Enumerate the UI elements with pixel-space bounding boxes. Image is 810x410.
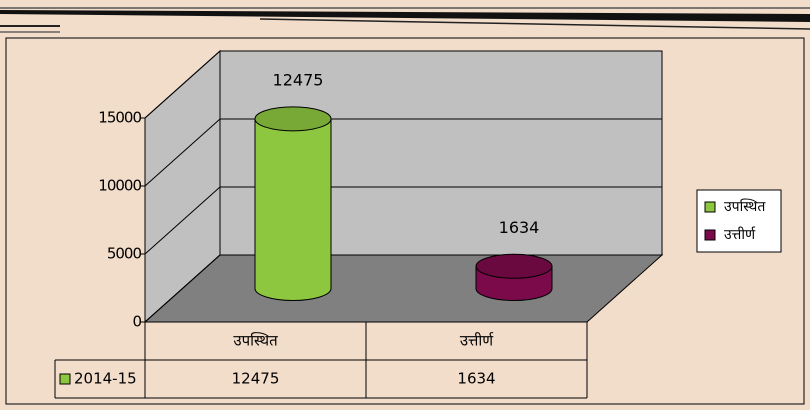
floor <box>143 254 664 323</box>
legend-label: उत्तीर्ण <box>724 226 756 243</box>
table-value: 1634 <box>457 370 495 388</box>
value-label: 1634 <box>499 218 540 237</box>
legend-key <box>704 201 716 213</box>
table-legend-key <box>59 373 71 385</box>
legend-box <box>696 189 782 253</box>
grid-line <box>144 50 221 119</box>
value-label: 12475 <box>273 70 324 89</box>
decoration <box>0 7 810 33</box>
grid-line <box>144 254 221 323</box>
legend-key <box>704 229 716 241</box>
y-tick-label: 10000 <box>98 177 141 195</box>
series-name: 2014-15 <box>74 370 137 388</box>
x-tick-label: उपस्थित <box>233 332 278 350</box>
bar-top <box>254 106 332 132</box>
chart-frame <box>5 37 805 405</box>
bar <box>254 118 332 301</box>
y-tick-label: 5000 <box>107 245 142 263</box>
y-tick-label: 0 <box>132 313 141 331</box>
grid-line <box>144 186 221 255</box>
bar-top <box>475 253 553 279</box>
legend-label: उपस्थित <box>724 198 766 215</box>
grid-line <box>144 118 221 187</box>
y-tick-label: 15000 <box>98 109 141 127</box>
table-value: 12475 <box>232 370 280 388</box>
x-tick-label: उत्तीर्ण <box>460 332 494 350</box>
